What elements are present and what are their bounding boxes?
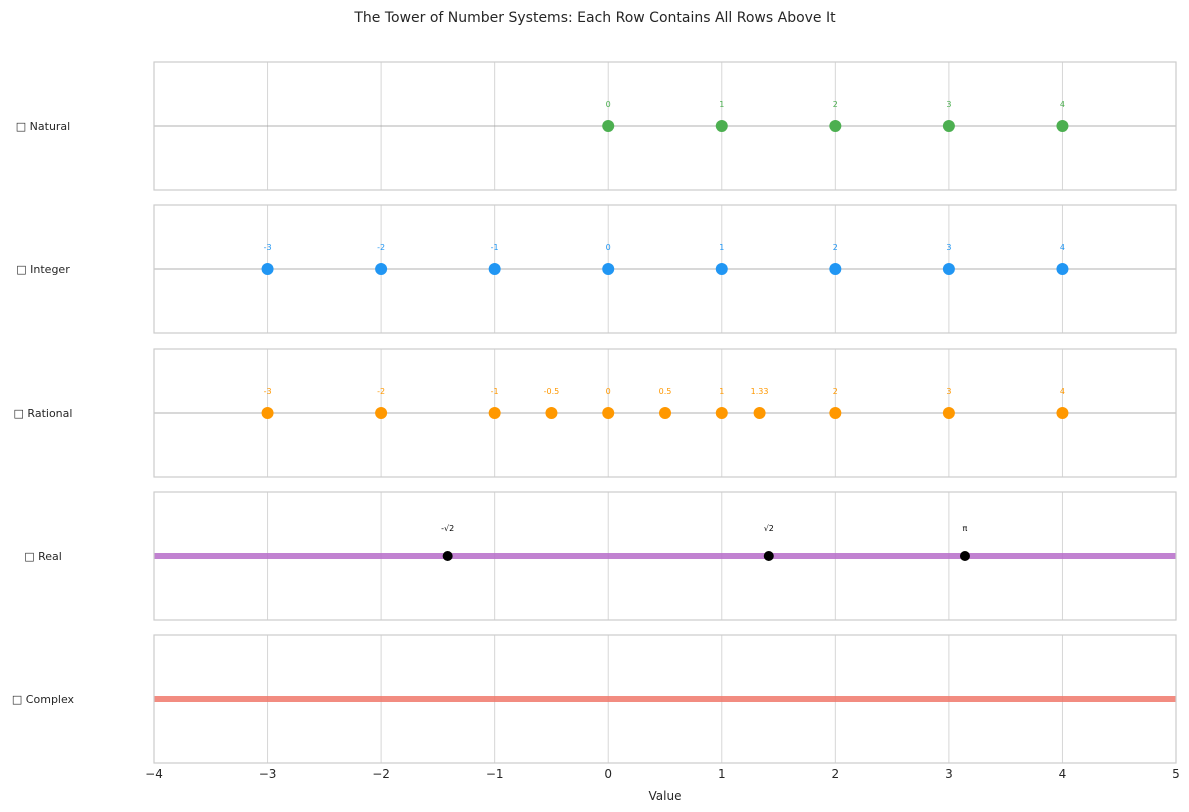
data-point <box>942 120 955 132</box>
point-label: -2 <box>377 387 385 396</box>
x-tick-label: 4 <box>1059 767 1067 781</box>
x-tick-label: 2 <box>832 767 840 781</box>
panel-border <box>153 61 1177 191</box>
data-point <box>753 407 766 419</box>
data-point <box>602 263 615 275</box>
point-label: -1 <box>491 243 499 252</box>
point-label: -1 <box>491 387 499 396</box>
data-point <box>1056 120 1069 132</box>
point-label: 2 <box>833 387 838 396</box>
x-tick-label: −3 <box>259 767 277 781</box>
x-tick-label: 5 <box>1172 767 1180 781</box>
point-label: -3 <box>264 387 272 396</box>
point-label: 4 <box>1060 100 1065 109</box>
point-label: -0.5 <box>544 387 560 396</box>
data-point <box>715 263 728 275</box>
data-point <box>488 263 501 275</box>
row-panel: -3 -2 -1 0 1 2 3 4 □ Integer <box>16 204 1177 334</box>
row-label: □ Real <box>24 550 62 563</box>
x-tick-label: 0 <box>604 767 612 781</box>
row-label: □ Natural <box>16 120 70 133</box>
row-panel: -3 -2 -1 -0.5 0 0.5 1 1.33 2 3 4 □ Rational <box>14 348 1177 478</box>
data-point <box>763 551 774 561</box>
x-tick-label: −1 <box>486 767 504 781</box>
data-point <box>261 263 274 275</box>
data-point <box>942 263 955 275</box>
data-point <box>829 407 842 419</box>
data-point <box>602 120 615 132</box>
row-panel: -√2 √2 π □ Real <box>24 491 1177 621</box>
panel-border <box>153 634 1177 764</box>
point-label: -2 <box>377 243 385 252</box>
x-tick-label: 1 <box>718 767 726 781</box>
point-label: 1.33 <box>751 387 769 396</box>
x-tick-label: 3 <box>945 767 953 781</box>
data-point <box>545 407 558 419</box>
point-label: -√2 <box>441 524 454 533</box>
data-point <box>442 551 453 561</box>
data-point <box>829 263 842 275</box>
panel-border <box>153 348 1177 478</box>
rows-layer: 0 1 2 3 4 □ Natural -3 -2 -1 0 1 2 3 4 □ Integer -3 -2 -1… <box>12 61 1177 764</box>
data-point <box>261 407 274 419</box>
point-label: 0 <box>606 100 611 109</box>
point-label: 1 <box>719 100 724 109</box>
point-label: π <box>963 524 968 533</box>
row-label: □ Complex <box>12 693 75 706</box>
panel-border <box>153 491 1177 621</box>
row-label: □ Integer <box>16 263 70 276</box>
point-label: 0 <box>606 243 611 252</box>
data-point <box>829 120 842 132</box>
point-label: 3 <box>946 243 951 252</box>
point-label: 2 <box>833 243 838 252</box>
point-label: 3 <box>946 387 951 396</box>
data-point <box>375 407 388 419</box>
row-label: □ Rational <box>14 407 73 420</box>
point-label: 1 <box>719 243 724 252</box>
point-label: 1 <box>719 387 724 396</box>
point-label: √2 <box>764 524 774 533</box>
x-axis: −4 −3 −2 −1 0 1 2 3 4 5 <box>145 767 1180 781</box>
data-point <box>959 551 970 561</box>
point-label: 0 <box>606 387 611 396</box>
data-point <box>659 407 671 419</box>
data-point <box>715 120 728 132</box>
data-point <box>1056 407 1069 419</box>
point-label: 4 <box>1060 243 1065 252</box>
data-point <box>488 407 501 419</box>
row-panel: 0 1 2 3 4 □ Natural <box>16 61 1177 191</box>
data-point <box>602 407 615 419</box>
panel-border <box>153 204 1177 334</box>
x-tick-label: −2 <box>372 767 390 781</box>
point-label: 0.5 <box>659 387 672 396</box>
data-point <box>942 407 955 419</box>
point-label: -3 <box>264 243 272 252</box>
data-point <box>715 407 728 419</box>
x-axis-label: Value <box>649 789 682 803</box>
point-label: 4 <box>1060 387 1065 396</box>
chart-title: The Tower of Number Systems: Each Row Co… <box>353 10 836 26</box>
data-point <box>375 263 388 275</box>
row-panel: □ Complex <box>12 634 1177 764</box>
data-point <box>1056 263 1069 275</box>
x-tick-label: −4 <box>145 767 163 781</box>
point-label: 2 <box>833 100 838 109</box>
point-label: 3 <box>946 100 951 109</box>
